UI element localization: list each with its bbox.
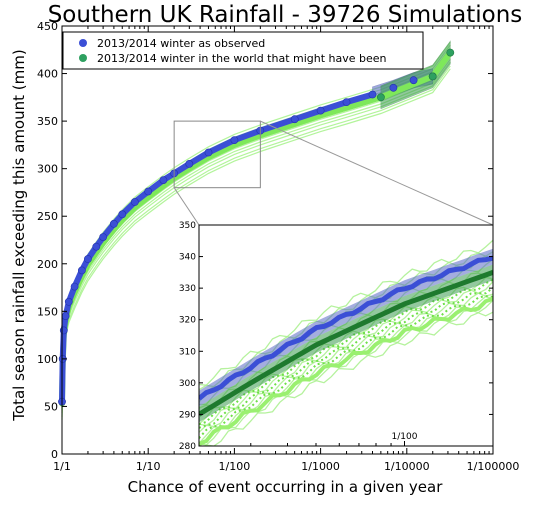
observed-point [61, 312, 70, 320]
zoom-connector [260, 120, 494, 226]
counterfactual-point [428, 72, 437, 81]
legend-marker-observed [79, 39, 87, 47]
inset-y-tick-label: 340 [179, 253, 196, 263]
observed-point [78, 266, 86, 275]
observed-point [185, 159, 194, 168]
observed-point [230, 136, 239, 144]
observed-point [84, 255, 92, 263]
observed-point [144, 187, 153, 196]
x-tick-label: 1/10 [136, 460, 161, 473]
chart-title: Southern UK Rainfall - 39726 Simulations [48, 2, 523, 28]
observed-point [130, 198, 139, 206]
inset-dotted-curve [199, 278, 493, 426]
inset-observed-band [199, 248, 493, 407]
main-plot-area: 0 50 100 150 200 250 300 350 400 450 1/1 1/10 1/100 1… [37, 20, 519, 473]
x-tick-label: 1/100 [219, 460, 251, 473]
counterfactual-point [376, 93, 385, 102]
simulation-curve [61, 65, 451, 417]
observed-point [118, 210, 127, 219]
inset-simulation-curve [199, 281, 493, 427]
y-tick-label: 250 [37, 210, 58, 223]
inset-data [199, 239, 493, 446]
x-tick-label: 1/1 [53, 460, 71, 473]
observed-point [290, 115, 299, 124]
observed-point [64, 297, 73, 306]
observed-point [342, 98, 351, 106]
inset-simulation-curve [199, 292, 493, 433]
inset-y-tick-label: 350 [179, 221, 196, 231]
legend-marker-counterfactual [79, 54, 87, 62]
observed-point [70, 282, 79, 291]
inset-y-tick-label: 290 [179, 410, 196, 420]
y-tick-label: 50 [44, 400, 58, 413]
inset-lower-curve [199, 296, 493, 446]
y-tick-label: 450 [37, 20, 58, 33]
observed-point [204, 148, 213, 157]
zoom-connector-lines [173, 120, 494, 226]
inset-counterfactual-band [199, 264, 493, 423]
y-tick-label: 100 [37, 353, 58, 366]
counterfactual-point [446, 48, 455, 57]
y-tick-label: 300 [37, 163, 58, 176]
observed-point [59, 326, 68, 335]
observed-point [316, 106, 325, 115]
legend: 2013/2014 winter as observed 2013/2014 w… [62, 31, 424, 70]
zoom-region-box [173, 120, 261, 189]
x-tick-label: 1/100000 [467, 460, 520, 473]
inset-counterfactual-curve [199, 270, 493, 417]
inset-y-tick-label: 280 [179, 442, 196, 452]
inset-y-tick-label: 320 [179, 316, 196, 326]
inset-y-tick-label: 300 [179, 379, 196, 389]
observed-point [99, 233, 107, 241]
zoom-connector [173, 187, 200, 226]
inset-simulation-curve [199, 239, 493, 386]
y-tick-label: 350 [37, 115, 58, 128]
y-axis-label: Total season rainfall exceeding this amo… [10, 49, 28, 421]
inset-frame [198, 224, 494, 447]
inset-plot-area: 280 290 300 310 320 330 340 350 1/100 [179, 221, 494, 452]
observed-point [368, 90, 377, 99]
simulation-curve [61, 68, 451, 420]
y-tick-label: 200 [37, 258, 58, 271]
legend-label-counterfactual: 2013/2014 winter in the world that might… [97, 52, 387, 65]
x-axis-label: Chance of event occurring in a given yea… [128, 478, 444, 496]
legend-box [62, 31, 424, 70]
inset-x-tick-label: 1/100 [392, 432, 418, 442]
inset-y-tick-label: 330 [179, 284, 196, 294]
observed-point [389, 83, 398, 92]
observed-point [110, 219, 118, 228]
inset-y-tick-label: 310 [179, 347, 196, 357]
observed-point [92, 242, 101, 251]
legend-label-observed: 2013/2014 winter as observed [97, 37, 265, 50]
y-tick-label: 400 [37, 68, 58, 81]
inset-observed-curve [199, 255, 493, 401]
observed-point [159, 176, 168, 184]
x-tick-label: 1/1000 [301, 460, 340, 473]
y-tick-label: 150 [37, 305, 58, 318]
y-tick-label: 0 [51, 448, 58, 461]
x-tick-label: 1/10000 [384, 460, 430, 473]
observed-point [409, 76, 418, 85]
inset-dotted-curve [199, 286, 493, 429]
inset-simulation-curve [203, 311, 493, 446]
